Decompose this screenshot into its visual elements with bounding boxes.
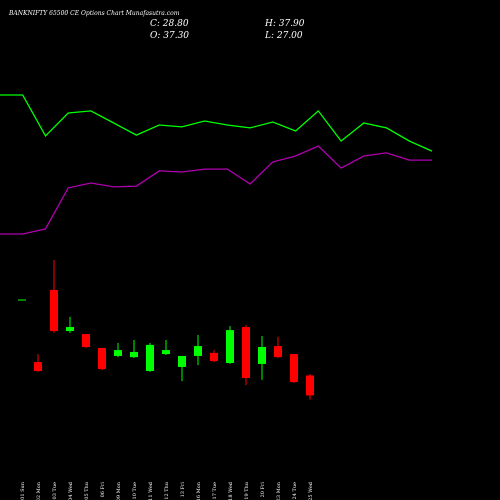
candle-body	[242, 327, 250, 379]
chart-title: BANKNIFTY 65500 CE Options Chart Munafas…	[8, 10, 180, 17]
candle-body	[178, 355, 186, 367]
x-tick-label: 19 Thu	[244, 481, 250, 500]
indicator-line	[0, 94, 433, 152]
candle-body	[194, 346, 202, 356]
high-label: H: 37.90	[264, 19, 305, 29]
candle-body	[258, 347, 266, 364]
low-label: L: 27.00	[264, 31, 303, 41]
candle-body	[18, 299, 26, 301]
close-label: C: 28.80	[150, 19, 189, 29]
x-tick-label: 01 Sun	[20, 481, 26, 500]
x-tick-label: 03 Tue	[52, 482, 58, 500]
x-tick-label: 24 Tue	[292, 482, 298, 500]
candle-body	[210, 352, 218, 362]
candle-body	[82, 334, 90, 348]
indicator-line	[0, 145, 432, 235]
candle-body	[146, 344, 154, 371]
x-tick-label: 04 Wed	[68, 481, 74, 500]
open-label: O: 37.30	[150, 31, 189, 41]
x-tick-label: 23 Mon	[276, 481, 282, 500]
x-tick-label: 20 Fri	[260, 482, 266, 498]
x-tick-label: 10 Tue	[132, 482, 138, 500]
candle-body	[50, 289, 58, 332]
x-tick-label: 13 Fri	[180, 482, 186, 498]
candle-body	[130, 351, 138, 358]
candle-body	[98, 347, 106, 370]
x-tick-label: 05 Thu	[84, 481, 90, 500]
candle-body	[290, 354, 298, 383]
candle-body	[34, 362, 42, 371]
candle-body	[114, 350, 122, 356]
x-tick-label: 18 Wed	[228, 481, 234, 500]
candle-body	[274, 346, 282, 358]
candle-body	[306, 375, 314, 396]
x-tick-label: 02 Mon	[36, 481, 42, 500]
x-tick-label: 06 Fri	[100, 482, 106, 498]
candle-body	[66, 327, 74, 332]
x-tick-label: 12 Thu	[164, 481, 170, 500]
x-tick-label: 16 Mon	[196, 481, 202, 500]
candle-body	[226, 330, 234, 363]
x-tick-label: 25 Wed	[308, 481, 314, 500]
x-tick-label: 09 Mon	[116, 481, 122, 500]
candle-body	[162, 350, 170, 355]
x-tick-label: 11 Wed	[148, 481, 154, 500]
x-tick-label: 17 Tue	[212, 482, 218, 500]
